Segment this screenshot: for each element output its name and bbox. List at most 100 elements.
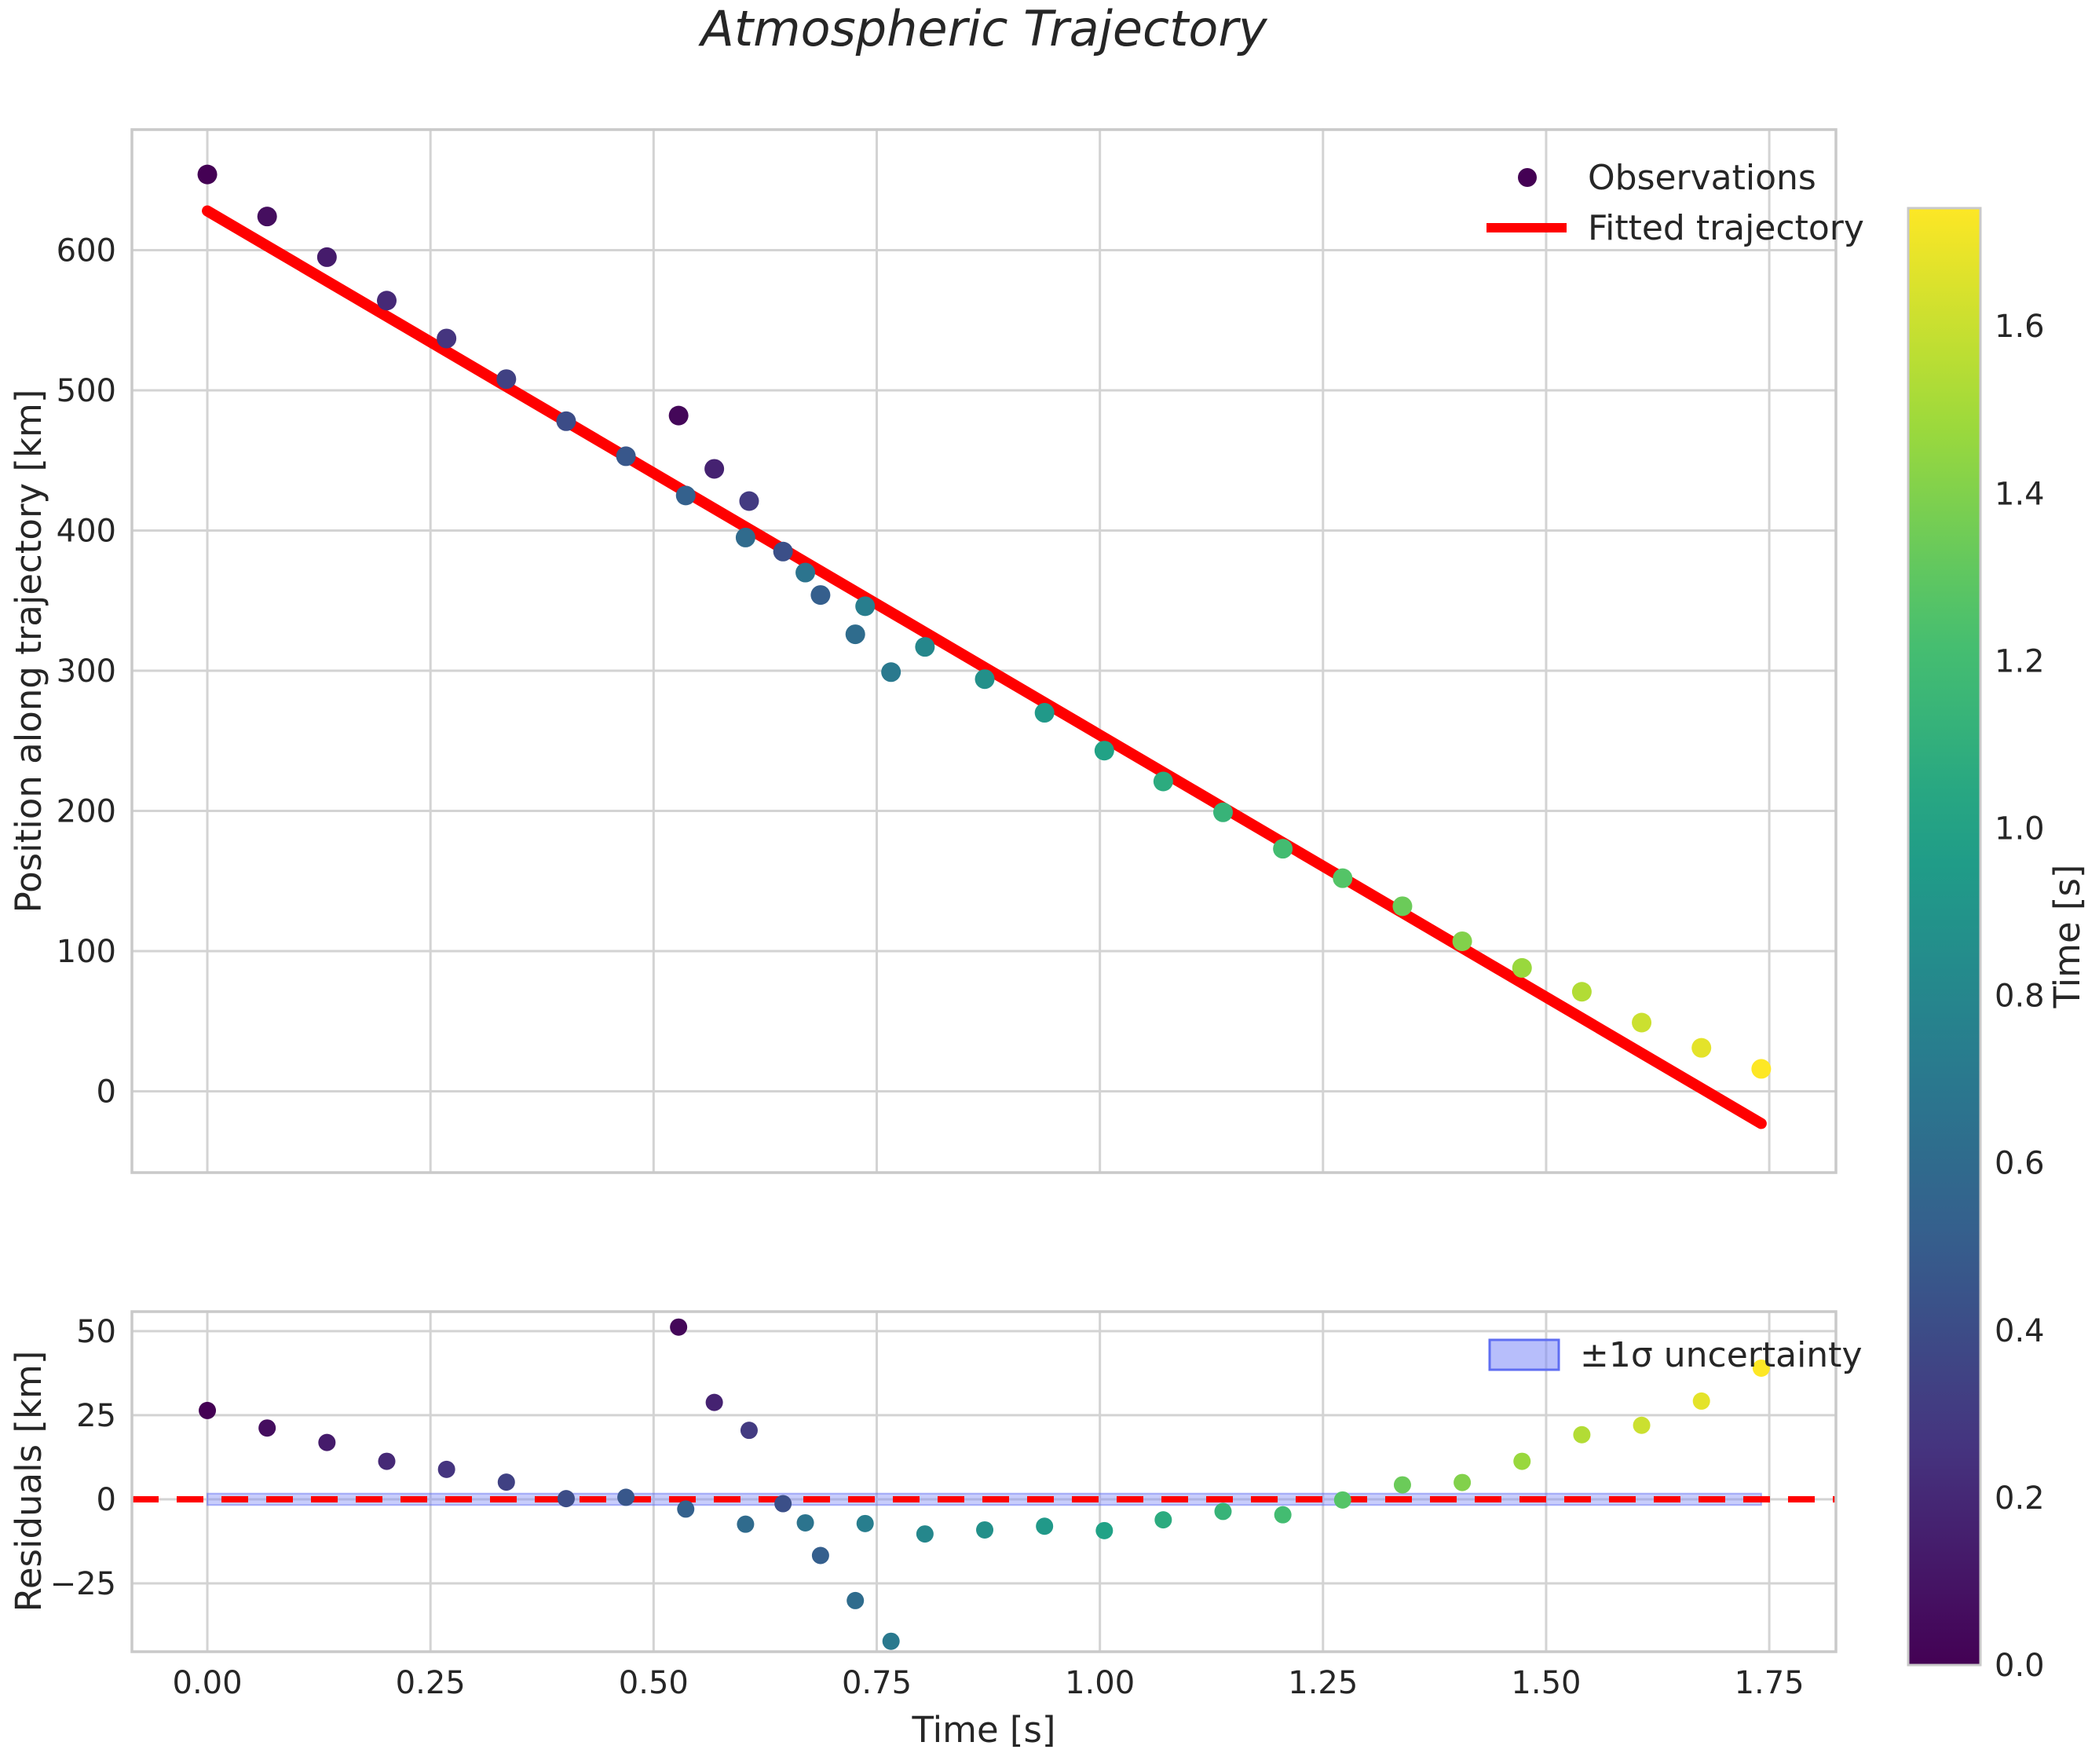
- residual-point: [1154, 1511, 1172, 1529]
- observation-point: [316, 247, 337, 267]
- observation-point: [556, 411, 576, 431]
- observation-point: [704, 459, 725, 479]
- observation-point: [376, 291, 397, 311]
- top-y-tick-label: 300: [57, 653, 116, 690]
- top-y-axis-label: Position along trajectory [km]: [8, 390, 49, 913]
- residual-point: [847, 1591, 865, 1609]
- colorbar-tick-label: 1.6: [1995, 309, 2045, 345]
- residual-point: [199, 1401, 217, 1419]
- axes-spine: [130, 128, 1838, 1174]
- residual-point: [811, 1546, 829, 1565]
- observation-point: [257, 207, 277, 227]
- colorbar-label: Time [s]: [2046, 865, 2088, 1009]
- observation-point: [1691, 1038, 1712, 1058]
- top-y-tick-label: 500: [57, 373, 116, 409]
- x-tick-label: 0.25: [396, 1665, 466, 1701]
- residual-point: [774, 1495, 792, 1513]
- residual-y-tick-label: −25: [50, 1566, 116, 1602]
- observation-point: [675, 485, 696, 506]
- observation-point: [845, 624, 865, 645]
- x-tick-label: 1.50: [1511, 1665, 1581, 1701]
- residual-point: [1036, 1517, 1054, 1535]
- residual-point: [1513, 1452, 1531, 1470]
- observation-point: [975, 669, 995, 690]
- residual-point: [677, 1500, 695, 1518]
- observation-point: [1512, 957, 1532, 978]
- residual-y-tick-label: 50: [76, 1314, 116, 1350]
- observation-point: [773, 541, 793, 562]
- colorbar-tick-label: 0.2: [1995, 1480, 2045, 1517]
- tick-labels-layer: 0 100 200 300 400 500 600 −25 0 25 50 0.00 0.25 0.50 0…: [50, 233, 2045, 1701]
- fitted-trajectory-line: [202, 205, 1767, 1129]
- residual-point: [557, 1490, 575, 1508]
- colorbar-tick-label: 0.6: [1995, 1146, 2045, 1182]
- residual-point: [1333, 1491, 1351, 1509]
- observation-point: [1273, 839, 1293, 859]
- residual-point: [1454, 1473, 1472, 1491]
- observation-point: [1571, 982, 1592, 1002]
- observation-point: [1333, 868, 1353, 888]
- uncertainty-legend-label: ±1σ uncertainty: [1580, 1335, 1862, 1375]
- x-tick-label: 1.00: [1065, 1665, 1135, 1701]
- colorbar-tick-label: 0.4: [1995, 1313, 2045, 1349]
- observation-point: [197, 164, 218, 185]
- observation-point: [1632, 1012, 1652, 1033]
- residual-point: [1214, 1502, 1232, 1521]
- observation-point: [810, 585, 831, 606]
- observation-point: [668, 405, 689, 426]
- residual-point: [1752, 1359, 1770, 1377]
- observation-point: [881, 662, 901, 683]
- uncertainty-band-legend-icon: [1488, 1338, 1560, 1371]
- residual-point: [916, 1525, 934, 1543]
- residual-point: [1274, 1506, 1292, 1524]
- chart-title: Atmospheric Trajectory: [697, 0, 1267, 57]
- residual-point: [258, 1419, 276, 1437]
- residual-point: [796, 1513, 814, 1532]
- top-y-tick-label: 600: [57, 233, 116, 269]
- residual-point: [378, 1452, 396, 1470]
- colorbar-tick-label: 1.0: [1995, 811, 2045, 847]
- residual-point: [882, 1632, 900, 1650]
- top-legend: Observations Fitted trajectory: [1486, 158, 1864, 248]
- x-tick-label: 1.75: [1735, 1665, 1805, 1701]
- observation-point: [1094, 741, 1114, 761]
- observation-point: [437, 328, 457, 349]
- x-tick-label: 0.00: [173, 1665, 243, 1701]
- observation-point: [1212, 802, 1233, 822]
- residual-point: [856, 1514, 874, 1532]
- observation-point: [1034, 703, 1055, 723]
- observation-point: [915, 637, 935, 657]
- residual-point: [437, 1460, 455, 1478]
- observation-point: [1751, 1059, 1772, 1079]
- colorbar-tick-label: 0.8: [1995, 979, 2045, 1015]
- residual-y-axis-label: Residuals [km]: [8, 1351, 49, 1612]
- residual-point: [1095, 1521, 1113, 1539]
- top-y-tick-label: 0: [97, 1074, 116, 1110]
- observation-point: [1392, 896, 1413, 917]
- observations-legend-marker-icon: [1518, 168, 1537, 187]
- x-tick-label: 1.25: [1288, 1665, 1358, 1701]
- residual-point: [976, 1521, 994, 1539]
- colorbar-tick-label: 1.2: [1995, 643, 2045, 679]
- colorbar-tick-label: 1.4: [1995, 476, 2045, 512]
- observation-point: [1153, 771, 1173, 792]
- residual-y-tick-label: 0: [97, 1482, 116, 1518]
- residual-point: [670, 1318, 688, 1336]
- observation-point: [1452, 931, 1472, 951]
- residual-legend: ±1σ uncertainty: [1488, 1335, 1862, 1375]
- residual-point: [617, 1488, 635, 1506]
- residual-point: [318, 1433, 336, 1451]
- observation-point: [795, 562, 816, 583]
- residual-point: [497, 1473, 515, 1491]
- observation-point: [496, 369, 517, 390]
- x-tick-label: 0.50: [619, 1665, 689, 1701]
- top-y-tick-label: 400: [57, 513, 116, 549]
- residual-point: [737, 1515, 755, 1533]
- residual-point: [1573, 1425, 1591, 1444]
- axes-spine: [130, 1310, 1838, 1653]
- fitted-legend-label: Fitted trajectory: [1588, 208, 1864, 248]
- x-tick-label: 0.75: [842, 1665, 912, 1701]
- top-y-tick-label: 200: [57, 793, 116, 829]
- observation-point: [739, 491, 759, 511]
